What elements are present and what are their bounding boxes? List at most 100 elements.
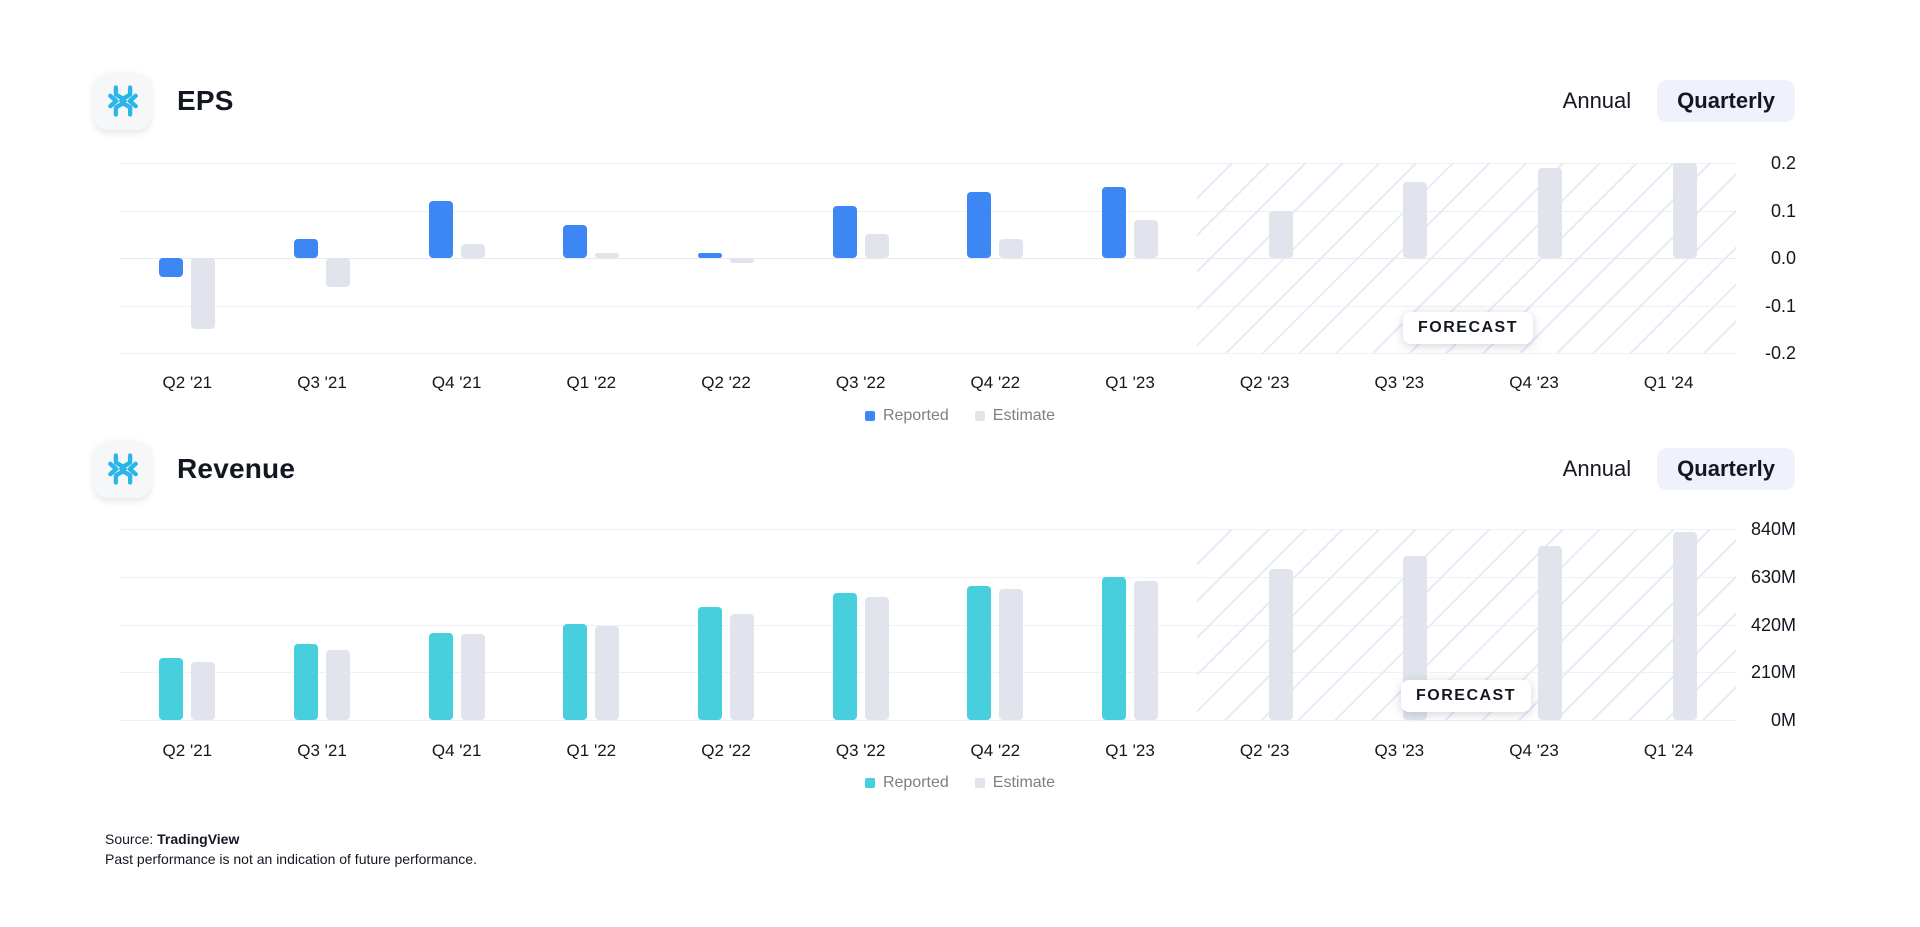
gridline — [120, 576, 1736, 578]
bar-reported-q421[interactable] — [428, 201, 453, 258]
x-axis-label: Q1 '23 — [1105, 373, 1155, 392]
bar-reported-q321[interactable] — [294, 644, 318, 720]
bar-reported-q322[interactable] — [832, 205, 857, 258]
eps-header: EPS Annual Quarterly — [94, 72, 1795, 130]
y-tick-label: 840M — [1750, 519, 1796, 539]
forecast-badge: FORECAST — [1403, 312, 1533, 344]
bar-estimate-q222[interactable] — [730, 613, 754, 720]
x-axis-label: Q4 '21 — [431, 741, 482, 760]
revenue-plot-area: Q2 '21 Q3 '21 Q4 '21 Q1 '22 Q2 '22 Q3 '22 Q4 '… — [120, 505, 1736, 771]
bar-estimate-q423[interactable] — [1538, 167, 1562, 258]
gridline — [120, 672, 1736, 674]
bar-estimate-q124[interactable] — [1672, 532, 1697, 720]
source-label: Source: — [105, 831, 154, 847]
annual-button[interactable]: Annual — [1562, 88, 1632, 113]
y-tick-label: 630M — [1750, 566, 1796, 587]
x-axis-label: Q3 '21 — [297, 741, 347, 760]
x-axis-label: Q2 '22 — [701, 741, 751, 760]
x-axis-label: Q3 '22 — [835, 741, 886, 760]
legend-item-estimate[interactable]: Estimate — [974, 407, 1056, 425]
forecast-badge: FORECAST — [1401, 680, 1531, 712]
bar-reported-q322[interactable] — [832, 593, 857, 720]
reported-swatch-icon — [864, 778, 875, 788]
bar-estimate-q422[interactable] — [999, 239, 1024, 258]
bar-estimate-q323[interactable] — [1403, 182, 1428, 258]
y-tick-label: -0.2 — [1764, 343, 1796, 363]
bar-reported-q421[interactable] — [428, 632, 453, 720]
bar-estimate-q221[interactable] — [191, 258, 216, 330]
legend-item-reported[interactable]: Reported — [864, 774, 949, 792]
bar-reported-q221[interactable] — [159, 258, 184, 277]
bar-estimate-q421[interactable] — [460, 633, 485, 720]
bar-estimate-q321[interactable] — [326, 650, 350, 720]
bar-estimate-q322[interactable] — [864, 234, 889, 258]
reported-swatch-icon — [864, 411, 875, 421]
legend-reported-label: Reported — [882, 774, 949, 791]
bar-reported-q222[interactable] — [698, 253, 722, 258]
source-line: Source: TradingView — [105, 829, 477, 849]
bar-estimate-q322[interactable] — [864, 597, 889, 720]
legend-estimate-label: Estimate — [992, 407, 1056, 424]
eps-period-toggle: Annual Quarterly — [1563, 80, 1795, 122]
bar-estimate-q123[interactable] — [1134, 220, 1158, 258]
bar-reported-q123[interactable] — [1102, 186, 1126, 258]
quarterly-button[interactable]: Quarterly — [1657, 80, 1795, 122]
x-axis-label: Q3 '23 — [1374, 373, 1425, 392]
x-axis-label: Q3 '22 — [835, 373, 886, 392]
bar-reported-q122[interactable] — [563, 624, 588, 720]
revenue-header: Revenue Annual Quarterly — [94, 440, 1795, 498]
annual-button[interactable]: Annual — [1562, 456, 1632, 481]
x-axis-label: Q4 '21 — [431, 373, 482, 392]
revenue-chart: Q2 '21 Q3 '21 Q4 '21 Q1 '22 Q2 '22 Q3 '22 Q4 '… — [120, 505, 1800, 771]
x-axis-label: Q4 '23 — [1509, 741, 1559, 760]
bar-estimate-q422[interactable] — [999, 589, 1024, 720]
bar-estimate-q223[interactable] — [1268, 569, 1293, 720]
gridline — [120, 720, 1736, 721]
legend-item-estimate[interactable]: Estimate — [974, 774, 1056, 792]
gridline — [120, 163, 1736, 164]
y-tick-label: 210M — [1750, 662, 1796, 683]
bar-reported-q221[interactable] — [159, 658, 184, 720]
legend-estimate-label: Estimate — [992, 774, 1056, 791]
bar-estimate-q423[interactable] — [1538, 545, 1562, 720]
gridline — [120, 305, 1736, 307]
estimate-swatch-icon — [974, 411, 985, 421]
bar-reported-q222[interactable] — [698, 606, 722, 720]
legend-reported-label: Reported — [882, 407, 949, 424]
y-tick-label: 0.0 — [1770, 248, 1796, 268]
gridline — [120, 258, 1736, 259]
y-tick-label: 0.1 — [1770, 200, 1796, 221]
x-axis-label: Q4 '22 — [970, 741, 1021, 760]
disclaimer: Past performance is not an indication of… — [105, 851, 477, 867]
x-axis-label: Q2 '23 — [1239, 373, 1290, 392]
bar-reported-q422[interactable] — [967, 191, 992, 258]
bar-estimate-q321[interactable] — [326, 258, 350, 287]
x-axis-label: Q1 '24 — [1643, 741, 1694, 760]
gridline — [120, 210, 1736, 212]
bar-estimate-q221[interactable] — [191, 661, 216, 720]
bar-reported-q123[interactable] — [1102, 576, 1126, 720]
bar-reported-q122[interactable] — [563, 224, 588, 258]
bar-estimate-q122[interactable] — [595, 253, 620, 258]
bar-reported-q321[interactable] — [294, 239, 318, 258]
eps-title: EPS — [177, 85, 234, 116]
bar-estimate-q223[interactable] — [1268, 210, 1293, 258]
quarterly-button[interactable]: Quarterly — [1657, 448, 1795, 490]
bar-estimate-q123[interactable] — [1134, 581, 1158, 720]
bar-estimate-q122[interactable] — [595, 625, 620, 720]
bar-estimate-q222[interactable] — [730, 258, 754, 263]
bar-estimate-q421[interactable] — [460, 243, 485, 258]
legend-item-reported[interactable]: Reported — [864, 407, 949, 425]
revenue-title: Revenue — [177, 453, 296, 484]
x-axis-label: Q2 '21 — [162, 373, 213, 392]
gridline — [120, 624, 1736, 626]
x-axis-label: Q2 '21 — [162, 741, 213, 760]
bar-estimate-q124[interactable] — [1672, 163, 1697, 258]
x-axis-label: Q3 '21 — [297, 373, 347, 392]
x-axis-label: Q1 '24 — [1643, 373, 1694, 392]
gridline — [120, 353, 1736, 354]
footer: Source: TradingView Past performance is … — [105, 829, 477, 869]
bar-reported-q422[interactable] — [967, 586, 992, 720]
revenue-legend: Reported Estimate — [0, 774, 1920, 792]
